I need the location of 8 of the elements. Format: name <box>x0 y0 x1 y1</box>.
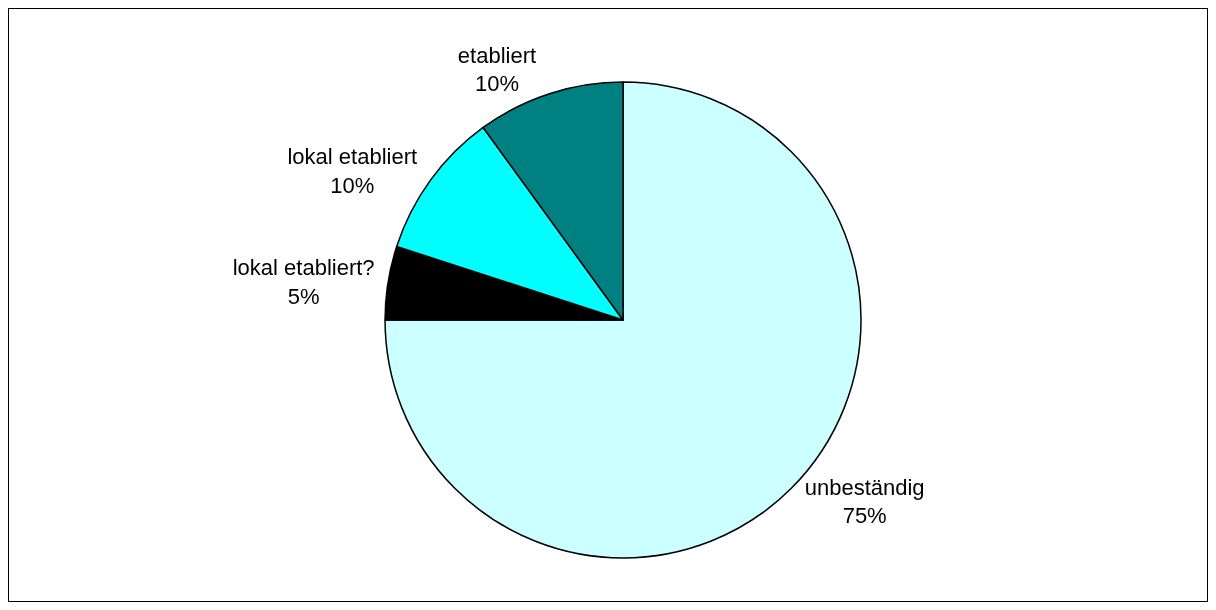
slice-label: etabliert <box>457 42 537 68</box>
slice-label: unbeständig <box>804 474 925 500</box>
data-label: 5% <box>287 283 320 309</box>
slice-label: lokal etabliert? <box>232 255 375 281</box>
slice-label: lokal etabliert <box>287 144 418 170</box>
data-label: 10% <box>330 172 375 198</box>
data-label: 75% <box>842 503 887 529</box>
data-label: 10% <box>474 71 519 97</box>
